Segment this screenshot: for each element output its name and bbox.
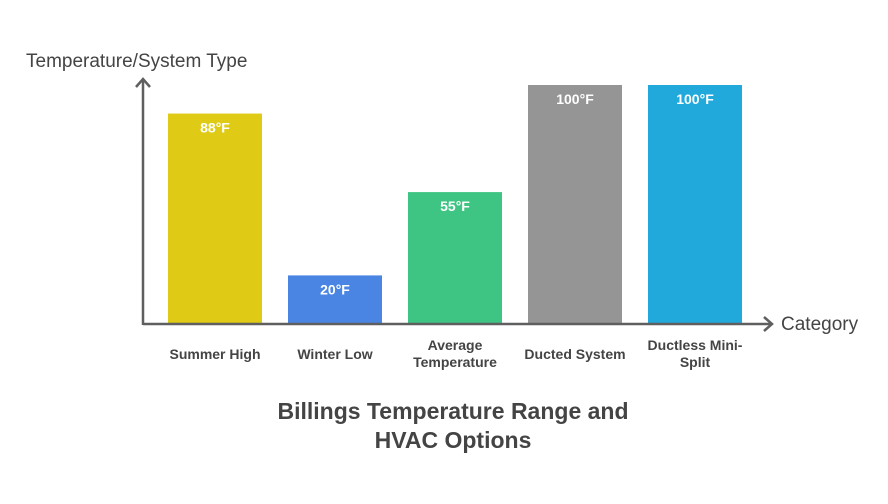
category-label-3: Ducted System xyxy=(524,346,625,362)
chart-title-line-1: HVAC Options xyxy=(375,427,532,453)
y-axis-title: Temperature/System Type xyxy=(26,51,247,72)
category-label-4-line-1: Split xyxy=(680,354,711,370)
value-labels-group: 88°F 20°F 55°F 100°F 100°F xyxy=(200,91,714,297)
category-label-2-line-1: Temperature xyxy=(413,354,497,370)
chart-title-line-0: Billings Temperature Range and xyxy=(277,398,628,424)
value-label-0: 88°F xyxy=(200,120,230,136)
bar-0 xyxy=(168,113,262,323)
category-label-4-line-0: Ductless Mini- xyxy=(648,337,743,353)
value-label-2: 55°F xyxy=(440,198,470,214)
value-label-1: 20°F xyxy=(320,281,350,297)
bar-2 xyxy=(408,192,502,323)
value-label-3: 100°F xyxy=(556,91,594,107)
bar-1 xyxy=(288,275,382,323)
category-label-1: Winter Low xyxy=(297,346,372,362)
x-axis-arrow-icon xyxy=(763,316,774,332)
bar-3 xyxy=(528,85,622,323)
y-axis-arrow-icon xyxy=(135,77,151,88)
bars-group xyxy=(168,85,742,323)
category-label-2-line-0: Average xyxy=(428,337,483,353)
category-label-0: Summer High xyxy=(169,346,260,362)
chart-title: Billings Temperature Range and HVAC Optio… xyxy=(277,398,628,453)
value-label-4: 100°F xyxy=(676,91,714,107)
bar-4 xyxy=(648,85,742,323)
x-axis-title: Category xyxy=(781,314,859,335)
